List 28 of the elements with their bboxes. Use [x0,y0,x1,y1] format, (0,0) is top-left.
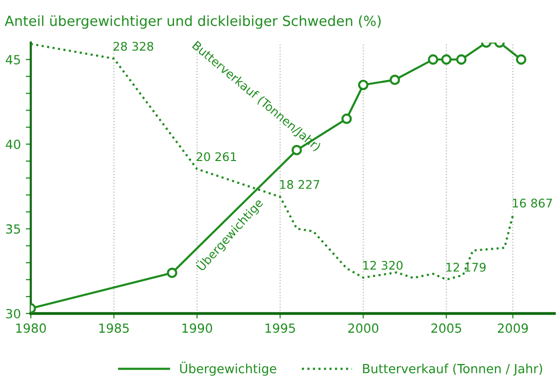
y-tick-label: 35 [6,224,20,234]
x-tick-label: 1995 [266,323,295,333]
point [341,114,352,124]
y-tick-label: 40 [6,140,20,150]
data-label: 12 320 [363,260,403,270]
data-label: 12 179 [446,262,486,272]
y-tick-label: 45 [6,55,20,64]
data-label: 18 227 [280,180,320,189]
point [516,54,526,65]
point [390,74,400,86]
x-tick-label: 2005 [431,323,462,333]
point [428,54,438,65]
legend-label: Butterverkauf (Tonnen / Jahr) [363,364,542,376]
point [441,54,452,65]
x-tick-label: 2009 [498,323,528,333]
y-tick-label: 30 [6,308,20,318]
x-tick-label: 1985 [99,323,129,333]
x-tick-label: 2000 [348,323,378,333]
legend-label: Übergewichtige [180,362,276,376]
point [358,80,368,90]
data-label: 28 328 [114,42,154,51]
x-tick-label: 1990 [182,323,212,333]
chart-title: Anteil übergewichtiger und dickleibiger Schweden (%) [4,15,381,29]
data-label: 20 261 [196,152,236,162]
x-tick-label: 1980 [16,323,46,333]
data-label: 16 867 [512,198,552,208]
point [166,268,178,278]
point [456,54,467,65]
